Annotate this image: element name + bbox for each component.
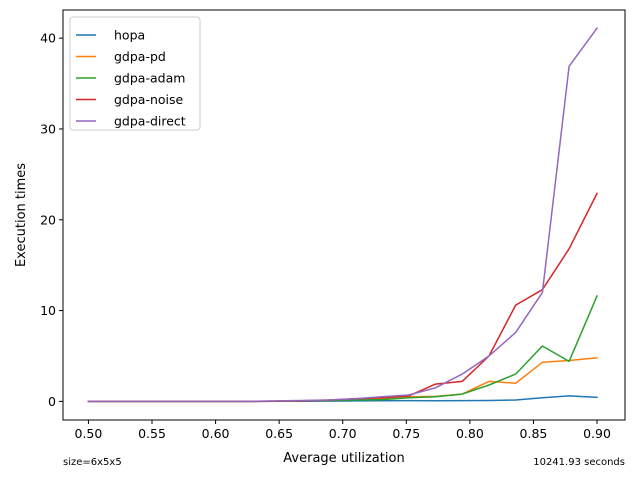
footer-size-note: size=6x5x5 [63,457,122,468]
footer-runtime-note: 10241.93 seconds [533,457,625,468]
x-tick-label: 0.60 [202,426,230,441]
y-axis-label: Execution times [14,163,29,267]
legend-box [69,16,201,131]
x-tick-label: 0.90 [583,426,611,441]
series-line-gdpa-direct [87,27,599,403]
y-tick-label: 40 [40,31,56,46]
legend: hopa gdpa-pd gdpa-adam gdpa-noise gdpa-direc… [69,16,201,131]
x-tick-label: 0.75 [392,426,420,441]
x-tick-label: 0.70 [329,426,357,441]
x-tick-label: 0.65 [265,426,293,441]
x-tick-label: 0.50 [75,426,103,441]
legend-label-gdpa-adam: gdpa-adam [114,71,185,86]
series-layer [87,27,599,403]
x-tick-label: 0.80 [456,426,484,441]
y-tick-label: 10 [40,303,56,318]
y-axis-ticks: 0 10 20 30 40 [40,31,63,409]
x-axis-ticks: 0.50 0.55 0.60 0.65 0.70 0.75 0.80 0.85 0.90 [75,420,611,441]
y-tick-label: 0 [48,394,56,409]
x-axis-label: Average utilization [283,451,404,466]
x-tick-label: 0.55 [138,426,166,441]
legend-label-gdpa-direct: gdpa-direct [114,114,186,129]
axes-frame [62,9,626,421]
y-tick-label: 30 [40,121,56,136]
x-tick-label: 0.85 [520,426,548,441]
legend-label-hopa: hopa [114,28,145,43]
legend-label-gdpa-noise: gdpa-noise [114,92,184,107]
legend-label-gdpa-pd: gdpa-pd [114,49,166,64]
y-tick-label: 20 [40,212,56,227]
